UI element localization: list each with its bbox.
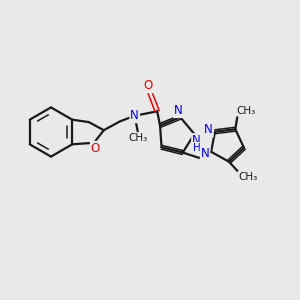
Text: N: N [201,147,209,160]
Text: O: O [91,142,100,155]
Text: N: N [174,104,183,117]
Text: O: O [144,79,153,92]
Text: N: N [204,123,213,136]
Text: CH₃: CH₃ [129,133,148,143]
Text: H: H [193,143,200,153]
Text: N: N [130,109,139,122]
Text: CH₃: CH₃ [236,106,256,116]
Text: N: N [192,134,201,147]
Text: CH₃: CH₃ [238,172,257,182]
